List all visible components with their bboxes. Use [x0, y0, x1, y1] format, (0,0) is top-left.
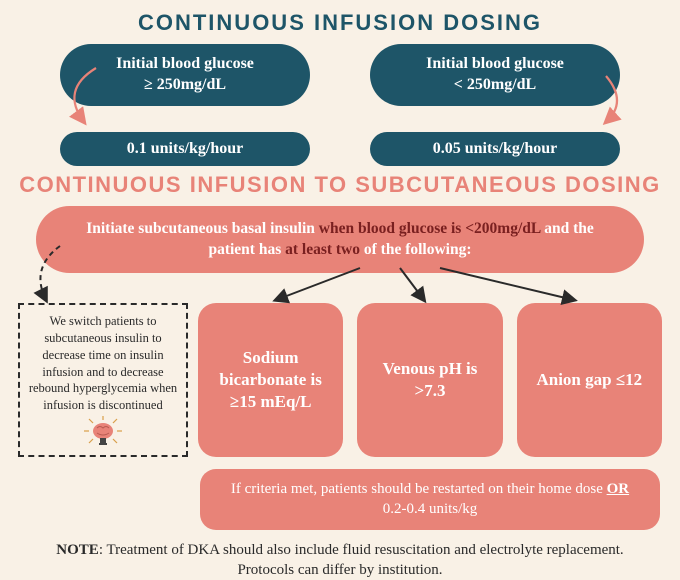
note-text: : Treatment of DKA should also include f… — [99, 542, 624, 578]
footnote: NOTE: Treatment of DKA should also inclu… — [40, 540, 640, 580]
dose-left: 0.1 units/kg/hour — [60, 132, 310, 166]
condition-left-l2: ≥ 250mg/dL — [86, 75, 284, 96]
heading-subcutaneous: CONTINUOUS INFUSION TO SUBCUTANEOUS DOSI… — [0, 172, 680, 198]
brain-icon — [83, 416, 123, 446]
rationale-box: We switch patients to subcutaneous insul… — [18, 303, 188, 457]
dose-row: 0.1 units/kg/hour 0.05 units/kg/hour — [0, 132, 680, 166]
heading-continuous-infusion: CONTINUOUS INFUSION DOSING — [0, 0, 680, 36]
condition-left: Initial blood glucose ≥ 250mg/dL — [60, 44, 310, 106]
initiate-atleast: at least two — [285, 241, 360, 258]
condition-row: Initial blood glucose ≥ 250mg/dL Initial… — [0, 44, 680, 106]
criterion-anion-gap: Anion gap ≤12 — [517, 303, 662, 457]
restart-or: OR — [607, 481, 630, 497]
initiate-box: Initiate subcutaneous basal insulin when… — [36, 206, 644, 273]
restart-post: 0.2-0.4 units/kg — [383, 501, 478, 517]
restart-pre: If criteria met, patients should be rest… — [231, 481, 607, 497]
dose-right: 0.05 units/kg/hour — [370, 132, 620, 166]
condition-right: Initial blood glucose < 250mg/dL — [370, 44, 620, 106]
criterion-ph: Venous pH is >7.3 — [357, 303, 502, 457]
condition-right-l1: Initial blood glucose — [396, 54, 594, 75]
mid-row: We switch patients to subcutaneous insul… — [18, 303, 662, 457]
criteria-row: Sodium bicarbonate is ≥15 mEq/L Venous p… — [198, 303, 662, 457]
rationale-text: We switch patients to subcutaneous insul… — [29, 314, 177, 412]
restart-box: If criteria met, patients should be rest… — [200, 469, 660, 530]
condition-right-l2: < 250mg/dL — [396, 75, 594, 96]
note-label: NOTE — [56, 542, 99, 558]
initiate-when: when blood glucose is <200mg/dL — [319, 220, 541, 237]
condition-left-l1: Initial blood glucose — [86, 54, 284, 75]
initiate-pre: Initiate subcutaneous basal insulin — [86, 220, 319, 237]
initiate-post: of the following: — [360, 241, 472, 258]
criterion-bicarb: Sodium bicarbonate is ≥15 mEq/L — [198, 303, 343, 457]
